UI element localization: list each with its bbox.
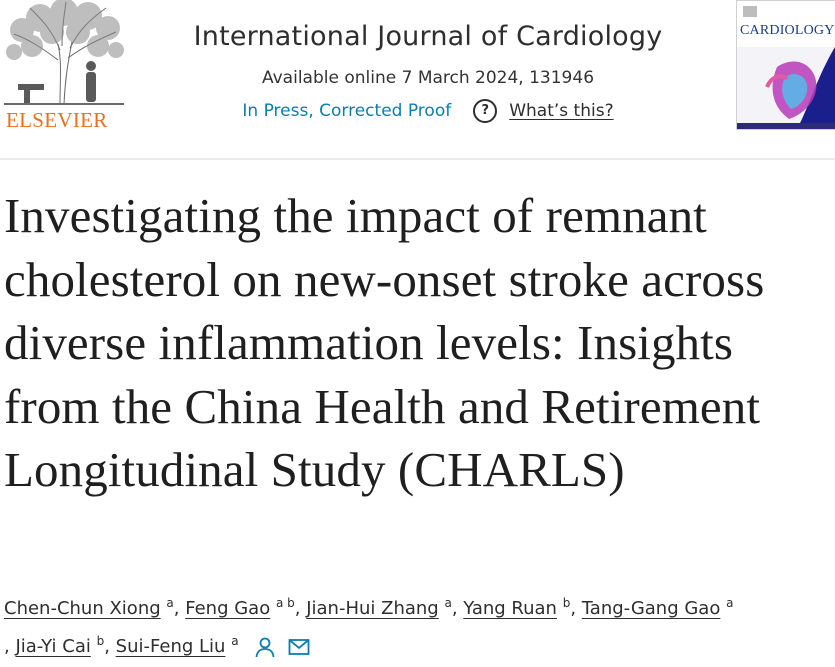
elsevier-tree-icon	[4, 0, 124, 105]
author-separator: ,	[294, 598, 301, 619]
author-link[interactable]: Jia-Yi Cai	[15, 636, 91, 657]
journal-info: International Journal of Cardiology Avai…	[130, 18, 726, 124]
cover-title: CARDIOLOGY	[740, 23, 835, 38]
header-divider	[0, 158, 835, 160]
cover-publisher-icon	[743, 6, 757, 17]
author-link[interactable]: Feng Gao	[185, 598, 271, 619]
cover-heart-image	[737, 47, 835, 129]
article-header: ELSEVIER International Journal of Cardio…	[0, 0, 835, 158]
affiliation-marker[interactable]: a	[444, 596, 452, 610]
journal-title-link[interactable]: International Journal of Cardiology	[193, 21, 663, 52]
author-list: Chen-Chun Xiong a, Feng Gao a b, Jian-Hu…	[4, 590, 834, 666]
affiliation-marker[interactable]: a	[166, 596, 174, 610]
author-separator: ,	[4, 636, 10, 657]
status-row: In Press, Corrected Proof ? What’s this?	[130, 98, 726, 124]
cover-header: CARDIOLOGY	[737, 1, 835, 47]
author-separator: ,	[451, 598, 458, 619]
article-title: Investigating the impact of remnant chol…	[4, 188, 765, 497]
affiliation-marker[interactable]: b	[562, 596, 571, 610]
affiliation-marker[interactable]: a b	[275, 596, 295, 610]
author-link[interactable]: Jian-Hui Zhang	[306, 598, 439, 619]
author-separator: ,	[570, 598, 577, 619]
corrected-proof-link[interactable]: In Press, Corrected Proof	[242, 101, 452, 121]
affiliation-marker[interactable]: b	[96, 634, 105, 648]
question-circle-icon[interactable]: ?	[473, 99, 498, 123]
author-separator: ,	[173, 598, 180, 619]
publisher-wordmark: ELSEVIER	[6, 108, 108, 132]
whats-this-link[interactable]: What’s this?	[509, 101, 614, 121]
author-link[interactable]: Sui-Feng Liu	[115, 636, 226, 657]
journal-cover-thumbnail[interactable]: CARDIOLOGY	[736, 0, 835, 130]
email-icon[interactable]	[288, 638, 310, 656]
affiliation-marker[interactable]: a	[231, 634, 239, 648]
author-link[interactable]: Yang Ruan	[463, 598, 557, 619]
author-link[interactable]: Chen-Chun Xiong	[4, 598, 161, 619]
author-separator: ,	[104, 636, 110, 657]
availability-date: Available online 7 March 2024, 131946	[261, 68, 595, 88]
affiliation-marker[interactable]: a	[726, 596, 734, 610]
elsevier-logo[interactable]: ELSEVIER	[2, 0, 126, 132]
person-icon[interactable]	[254, 636, 276, 658]
author-link[interactable]: Tang-Gang Gao	[581, 598, 721, 619]
